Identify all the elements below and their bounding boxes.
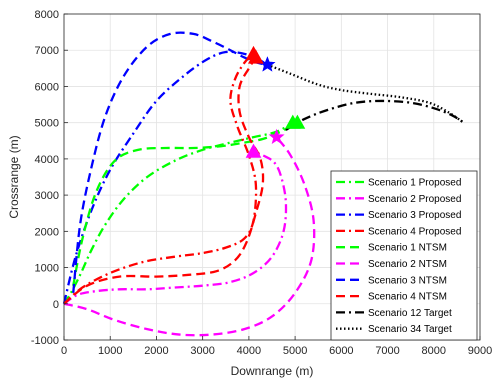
legend-entry-5: Scenario 1 NTSM bbox=[368, 243, 447, 254]
x-tick-label: 3000 bbox=[190, 345, 214, 357]
legend-entry-10: Scenario 34 Target bbox=[368, 324, 452, 335]
y-tick-label: 2000 bbox=[35, 226, 59, 238]
x-tick-label: 2000 bbox=[144, 345, 168, 357]
end-marker-triangle-2 bbox=[245, 143, 262, 158]
x-tick-label: 8000 bbox=[422, 345, 446, 357]
legend-entry-9: Scenario 12 Target bbox=[368, 308, 452, 319]
y-tick-label: 5000 bbox=[35, 118, 59, 130]
y-tick-label: 6000 bbox=[35, 81, 59, 93]
series-line-2 bbox=[63, 150, 288, 305]
end-markers bbox=[245, 45, 306, 158]
plot-frame bbox=[63, 13, 481, 341]
series-line-3 bbox=[62, 50, 268, 305]
x-tick-label: 7000 bbox=[375, 345, 399, 357]
y-tick-label: 7000 bbox=[35, 45, 59, 57]
x-tick-label: 9000 bbox=[468, 345, 492, 357]
legend-entry-3: Scenario 3 Proposed bbox=[368, 210, 461, 221]
legend-entry-8: Scenario 4 NTSM bbox=[368, 292, 447, 303]
axis-ticks: 0 1000 2000 3000 4000 5000 6000 7000 8000 9000 -10… bbox=[31, 9, 492, 357]
end-marker-triangle-8 bbox=[247, 49, 264, 64]
end-marker-star-6 bbox=[268, 128, 285, 144]
y-tick-label: 0 bbox=[53, 299, 59, 311]
series-line-9 bbox=[285, 99, 465, 131]
x-axis-label: Downrange (m) bbox=[231, 364, 314, 378]
end-marker-triangle-5 bbox=[289, 114, 306, 129]
x-tick-label: 5000 bbox=[283, 345, 307, 357]
y-tick-label: 3000 bbox=[35, 190, 59, 202]
series-line-7 bbox=[72, 31, 268, 294]
series-line-6 bbox=[63, 136, 316, 337]
legend-entry-1: Scenario 1 Proposed bbox=[368, 178, 461, 189]
y-tick-label: 4000 bbox=[35, 154, 59, 166]
y-tick-label: -1000 bbox=[31, 335, 59, 347]
x-tick-label: 0 bbox=[61, 345, 67, 357]
series-line-1 bbox=[63, 121, 294, 305]
y-axis-label: Crossrange (m) bbox=[7, 135, 21, 218]
legend: Scenario 1 Proposed Scenario 2 Proposed Sc… bbox=[330, 170, 478, 341]
legend-entry-4: Scenario 4 Proposed bbox=[368, 226, 461, 237]
x-tick-label: 4000 bbox=[237, 345, 261, 357]
legend-entry-7: Scenario 3 NTSM bbox=[368, 275, 447, 286]
y-tick-label: 1000 bbox=[35, 263, 59, 275]
series-line-8 bbox=[63, 56, 265, 305]
y-tick-label: 8000 bbox=[35, 9, 59, 21]
x-tick-label: 1000 bbox=[98, 345, 122, 357]
legend-entry-6: Scenario 2 NTSM bbox=[368, 259, 447, 270]
legend-entry-2: Scenario 2 Proposed bbox=[368, 194, 461, 205]
x-tick-label: 6000 bbox=[329, 345, 353, 357]
